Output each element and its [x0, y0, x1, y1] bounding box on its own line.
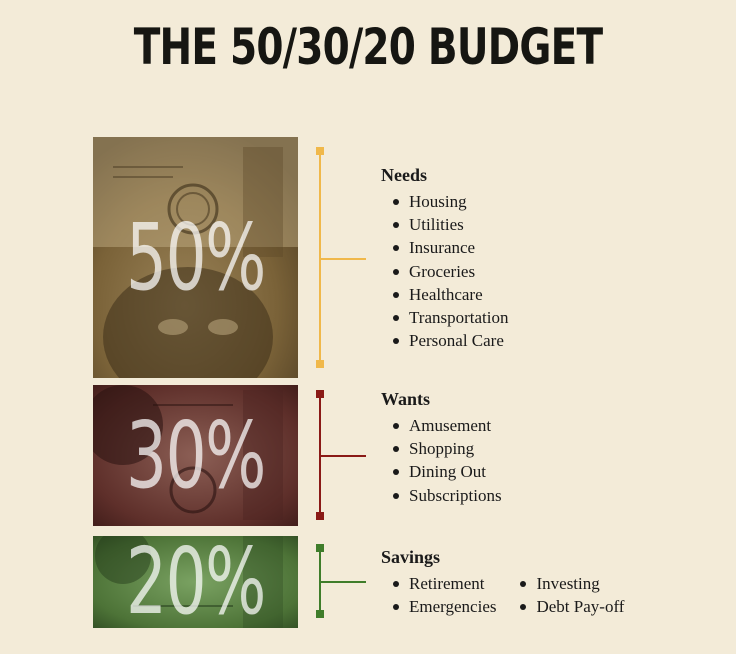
page-title: THE 50/30/20 BUDGET	[133, 18, 603, 76]
needs-bracket	[316, 147, 366, 368]
wants-money-panel: 30%	[93, 385, 298, 526]
wants-group: Wants Amusement Shopping Dining Out Subs…	[381, 388, 502, 507]
list-item: Utilities	[391, 213, 509, 236]
list-item: Healthcare	[391, 283, 509, 306]
needs-group: Needs Housing Utilities Insurance Grocer…	[381, 164, 509, 352]
savings-list-left: Retirement Emergencies	[381, 572, 496, 618]
list-item: Investing	[518, 572, 624, 595]
banknote-image	[93, 536, 298, 628]
savings-list-right: Investing Debt Pay-off	[508, 572, 624, 618]
list-item: Insurance	[391, 236, 509, 259]
wants-heading: Wants	[381, 389, 431, 409]
banknote-image	[93, 137, 298, 378]
list-item: Dining Out	[391, 460, 502, 483]
wants-percent: 30%	[126, 401, 266, 509]
needs-list: Housing Utilities Insurance Groceries He…	[381, 190, 509, 352]
list-item: Transportation	[391, 306, 509, 329]
savings-money-panel: 20%	[93, 536, 298, 628]
savings-heading: Savings	[381, 547, 441, 567]
list-item: Emergencies	[391, 595, 496, 618]
list-item: Retirement	[391, 572, 496, 595]
savings-bracket	[316, 544, 366, 618]
wants-list: Amusement Shopping Dining Out Subscripti…	[381, 414, 502, 507]
list-item: Subscriptions	[391, 484, 502, 507]
wants-bracket	[316, 390, 366, 520]
savings-columns: Retirement Emergencies Investing Debt Pa…	[381, 572, 624, 618]
needs-percent: 50%	[126, 203, 266, 311]
list-item: Shopping	[391, 437, 502, 460]
list-item: Groceries	[391, 260, 509, 283]
list-item: Debt Pay-off	[518, 595, 624, 618]
banknote-image	[93, 385, 298, 526]
list-item: Housing	[391, 190, 509, 213]
needs-heading: Needs	[381, 165, 427, 185]
list-item: Personal Care	[391, 329, 509, 352]
needs-money-panel: 50%	[93, 137, 298, 378]
list-item: Amusement	[391, 414, 502, 437]
savings-percent: 20%	[126, 536, 266, 628]
savings-group: Savings Retirement Emergencies Investing…	[381, 546, 624, 618]
